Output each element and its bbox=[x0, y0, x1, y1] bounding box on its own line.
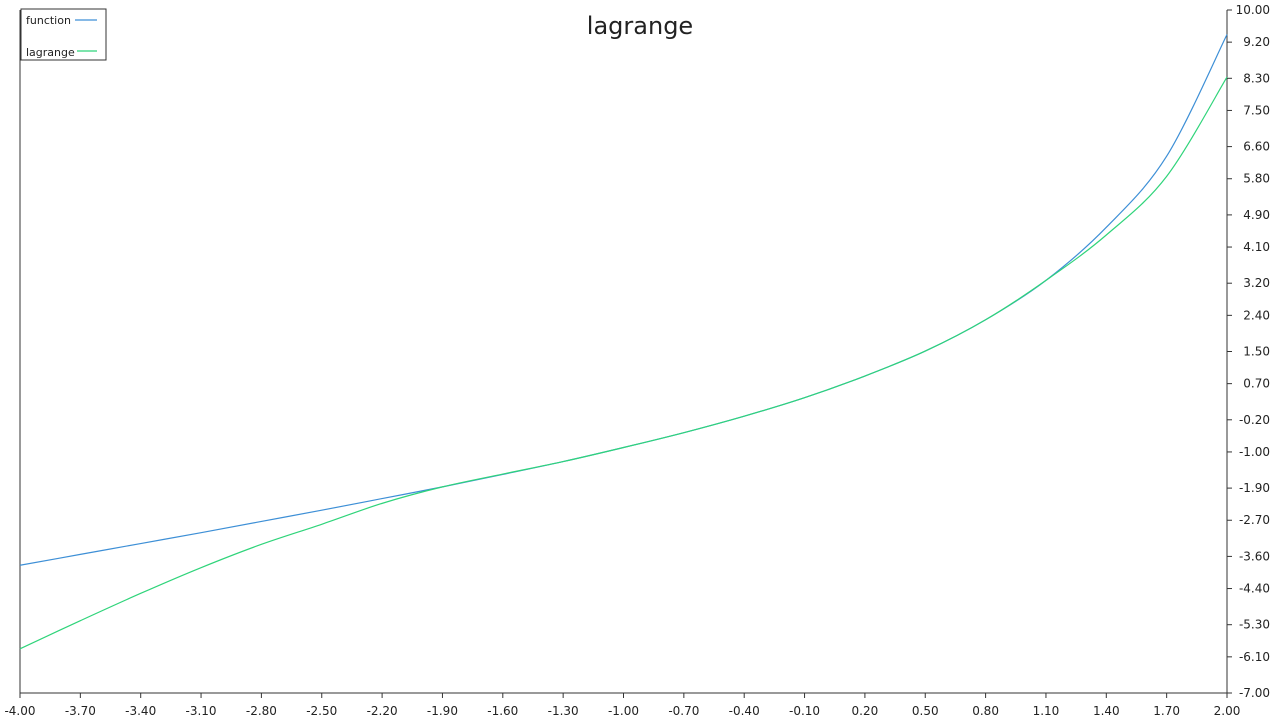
x-tick-label: -4.00 bbox=[4, 704, 35, 718]
x-tick-label: -2.20 bbox=[367, 704, 398, 718]
x-tick-label: -1.60 bbox=[487, 704, 518, 718]
x-tick-label: -1.90 bbox=[427, 704, 458, 718]
legend-label-function: function bbox=[26, 14, 71, 27]
y-tick-label: -7.00 bbox=[1239, 686, 1270, 700]
y-tick-label: -3.60 bbox=[1239, 549, 1270, 563]
x-tick-label: -3.70 bbox=[65, 704, 96, 718]
y-tick-label: 8.30 bbox=[1243, 71, 1270, 85]
y-tick-label: -0.20 bbox=[1239, 413, 1270, 427]
y-tick-label: 5.80 bbox=[1243, 172, 1270, 186]
x-tick-label: 0.80 bbox=[972, 704, 999, 718]
x-tick-label: 1.10 bbox=[1033, 704, 1060, 718]
x-tick-label: 0.50 bbox=[912, 704, 939, 718]
x-tick-label: -1.00 bbox=[608, 704, 639, 718]
x-tick-label: 1.70 bbox=[1153, 704, 1180, 718]
legend: function lagrange bbox=[20, 8, 107, 61]
y-tick-label: 4.10 bbox=[1243, 240, 1270, 254]
chart-title: lagrange bbox=[587, 12, 693, 40]
y-tick-label: 6.60 bbox=[1243, 140, 1270, 154]
x-tick-label: -2.80 bbox=[246, 704, 277, 718]
y-tick-label: -4.40 bbox=[1239, 582, 1270, 596]
x-tick-label: 1.40 bbox=[1093, 704, 1120, 718]
legend-label-lagrange: lagrange bbox=[26, 46, 75, 59]
y-tick-label: 7.50 bbox=[1243, 103, 1270, 117]
x-tick-label: -3.40 bbox=[125, 704, 156, 718]
y-tick-label: 3.20 bbox=[1243, 276, 1270, 290]
y-tick-label: -2.70 bbox=[1239, 513, 1270, 527]
x-ticks: -4.00 -3.70 -3.40 -3.10 -2.80 -2.50 -2.20 -1.90… bbox=[4, 693, 1240, 718]
y-tick-label: 0.70 bbox=[1243, 377, 1270, 391]
y-tick-label: 4.90 bbox=[1243, 208, 1270, 222]
series-line-lagrange bbox=[19, 76, 1228, 650]
y-ticks: 10.00 9.20 8.30 7.50 6.60 5.80 4.90 4.10 3.20 2.4… bbox=[1227, 3, 1270, 700]
y-tick-label: -1.90 bbox=[1239, 481, 1270, 495]
series-line-function bbox=[19, 34, 1228, 566]
y-tick-label: 9.20 bbox=[1243, 35, 1270, 49]
y-tick-label: 1.50 bbox=[1243, 345, 1270, 359]
x-tick-label: -1.30 bbox=[548, 704, 579, 718]
x-tick-label: -2.50 bbox=[306, 704, 337, 718]
x-tick-label: -0.40 bbox=[729, 704, 760, 718]
x-tick-label: -0.70 bbox=[668, 704, 699, 718]
y-tick-label: -6.10 bbox=[1239, 650, 1270, 664]
x-tick-label: -0.10 bbox=[789, 704, 820, 718]
y-tick-label: 10.00 bbox=[1236, 3, 1270, 17]
y-tick-label: 2.40 bbox=[1243, 308, 1270, 322]
x-tick-label: 2.00 bbox=[1214, 704, 1241, 718]
x-tick-label: -3.10 bbox=[186, 704, 217, 718]
x-tick-label: 0.20 bbox=[852, 704, 879, 718]
y-tick-label: -1.00 bbox=[1239, 445, 1270, 459]
y-tick-label: -5.30 bbox=[1239, 618, 1270, 632]
series-group bbox=[19, 34, 1228, 650]
